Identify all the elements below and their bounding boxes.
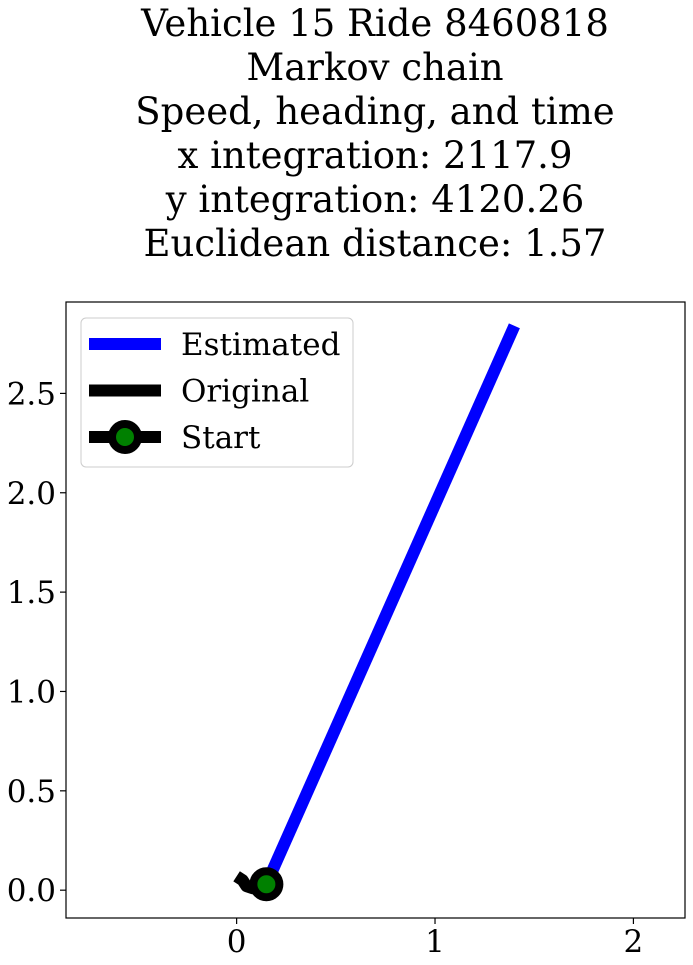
title-line: Euclidean distance: 1.57 — [144, 222, 607, 265]
x-axis-ticks: 0 1 2 — [227, 918, 644, 960]
y-tick-label: 2.5 — [7, 376, 56, 412]
x-tick-label: 0 — [227, 924, 247, 960]
y-tick-label: 2.0 — [7, 476, 56, 512]
legend-start-marker — [108, 420, 142, 454]
start-marker — [249, 867, 284, 902]
title-line: x integration: 2117.9 — [178, 134, 573, 177]
y-tick-label: 0.5 — [7, 774, 56, 810]
series-layer — [233, 323, 520, 902]
title-line: Speed, heading, and time — [135, 90, 614, 133]
y-tick-label: 1.5 — [7, 575, 56, 611]
series-line-estimated — [260, 323, 520, 887]
y-tick-label: 1.0 — [7, 674, 56, 710]
x-tick-label: 1 — [425, 924, 445, 960]
x-tick-label: 2 — [624, 924, 644, 960]
legend-label-start: Start — [181, 420, 261, 456]
legend-box — [80, 317, 354, 468]
legend: Estimated Original Start — [80, 317, 354, 468]
title-line: Markov chain — [246, 46, 503, 89]
title-line: y integration: 4120.26 — [165, 178, 585, 221]
y-axis-ticks: 0.0 0.5 1.0 1.5 2.0 2.5 — [7, 376, 66, 909]
legend-label-original: Original — [181, 374, 309, 410]
title-line: Vehicle 15 Ride 8460818 — [140, 2, 609, 45]
y-tick-label: 0.0 — [7, 873, 56, 909]
legend-label-estimated: Estimated — [181, 327, 340, 363]
